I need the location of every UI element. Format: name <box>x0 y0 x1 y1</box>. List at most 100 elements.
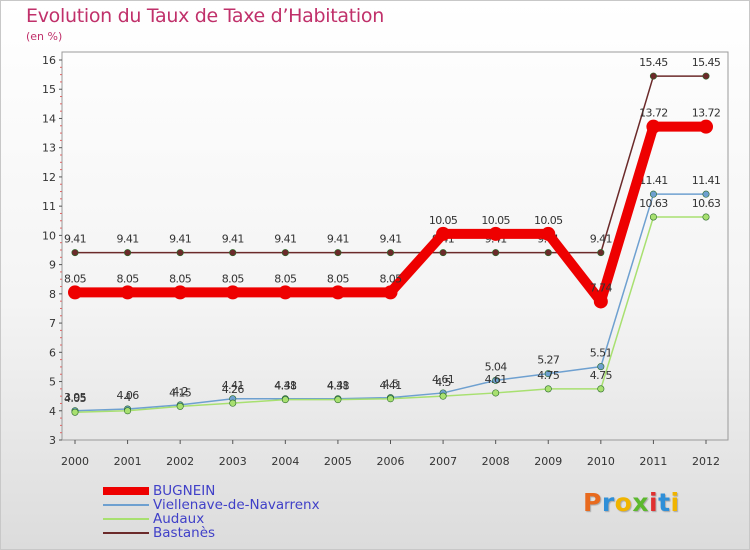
data-point <box>649 213 657 221</box>
data-label: 3.95 <box>64 391 87 404</box>
proxiti-logo: Proxiti <box>583 488 680 517</box>
legend-label: Viellenave-de-Navarrenx <box>153 497 320 513</box>
data-label: 10.05 <box>429 214 458 227</box>
data-point <box>541 226 556 241</box>
data-label: 9.41 <box>379 233 401 246</box>
data-point <box>492 389 500 397</box>
data-point <box>281 396 289 404</box>
data-label: 9.41 <box>327 233 349 246</box>
data-label: 4.75 <box>537 369 560 382</box>
data-label: 4.61 <box>432 373 454 386</box>
data-label: 4.5 <box>435 376 451 389</box>
x-tick-label: 2001 <box>114 455 142 468</box>
data-label: 9.41 <box>222 233 244 246</box>
data-label: 8.05 <box>64 272 87 285</box>
series-line <box>75 75 706 254</box>
data-point <box>492 249 500 257</box>
data-point <box>334 249 342 257</box>
data-point <box>278 285 293 300</box>
y-tick-label: 15 <box>42 83 56 96</box>
data-label: 8.05 <box>117 272 140 285</box>
legend-label: BUGNEIN <box>153 483 216 499</box>
data-label: 5.51 <box>590 347 612 360</box>
data-label: 9.41 <box>590 233 612 246</box>
data-point <box>71 249 79 257</box>
data-point <box>334 396 342 404</box>
data-label: 8.05 <box>327 272 350 285</box>
data-point <box>702 213 710 221</box>
data-label: 4.26 <box>222 383 245 396</box>
data-label: 5.27 <box>537 354 560 367</box>
data-label: 8.05 <box>222 272 245 285</box>
legend-swatch <box>103 518 149 520</box>
logo-letter: i <box>649 488 659 517</box>
data-label: 9.41 <box>274 233 296 246</box>
data-label: 4.2 <box>172 385 188 398</box>
x-tick-label: 2009 <box>534 455 562 468</box>
x-tick-label: 2011 <box>639 455 667 468</box>
data-label: 4.61 <box>485 373 507 386</box>
y-tick-label: 10 <box>42 229 56 242</box>
data-label: 11.41 <box>692 174 721 187</box>
data-label: 4.75 <box>590 369 613 382</box>
data-point <box>649 72 657 80</box>
data-point <box>124 407 132 415</box>
data-point <box>173 285 188 300</box>
data-label: 8.05 <box>169 272 192 285</box>
data-label: 9.41 <box>169 233 191 246</box>
data-point <box>120 285 135 300</box>
legend-swatch <box>103 532 149 534</box>
y-tick-label: 5 <box>49 376 56 389</box>
data-point <box>646 119 661 134</box>
data-point <box>439 249 447 257</box>
plot-area <box>61 51 729 441</box>
data-label: 4.41 <box>327 379 349 392</box>
logo-letter: P <box>583 488 602 517</box>
data-label: 4.41 <box>379 379 401 392</box>
y-tick-label: 11 <box>42 200 56 213</box>
data-point <box>597 363 605 371</box>
data-label: 11.41 <box>639 174 668 187</box>
x-tick-label: 2007 <box>429 455 457 468</box>
data-point <box>124 249 132 257</box>
data-point <box>593 294 608 309</box>
data-point <box>281 249 289 257</box>
x-tick-label: 2000 <box>61 455 89 468</box>
data-label: 5.04 <box>485 360 508 373</box>
data-point <box>439 392 447 400</box>
data-point <box>699 119 713 134</box>
legend-swatch <box>103 487 149 495</box>
data-point <box>68 285 82 300</box>
y-tick-label: 7 <box>49 317 56 330</box>
data-point <box>702 72 710 80</box>
y-tick-label: 3 <box>49 434 56 447</box>
data-point <box>597 385 605 393</box>
data-label: 8.05 <box>379 272 402 285</box>
data-label: 4.05 <box>64 392 87 405</box>
data-label: 10.05 <box>481 214 510 227</box>
data-label: 10.05 <box>534 214 563 227</box>
data-point <box>649 190 657 198</box>
data-label: 13.72 <box>692 107 721 120</box>
x-tick-label: 2003 <box>219 455 247 468</box>
x-tick-label: 2004 <box>271 455 299 468</box>
data-point <box>488 226 503 241</box>
x-tick-label: 2005 <box>324 455 352 468</box>
data-point <box>225 285 240 300</box>
logo-letter: x <box>632 488 649 517</box>
data-point <box>386 395 394 403</box>
data-label: 13.72 <box>639 107 668 120</box>
data-label: 4.15 <box>169 386 192 399</box>
x-tick-label: 2006 <box>377 455 405 468</box>
data-point <box>436 226 451 241</box>
y-tick-label: 16 <box>42 54 56 67</box>
legend-label: Audaux <box>153 511 205 527</box>
data-point <box>386 249 394 257</box>
data-point <box>71 408 79 416</box>
data-label: 4.38 <box>274 380 297 393</box>
data-label: 7.74 <box>590 281 613 294</box>
y-tick-label: 8 <box>49 288 56 301</box>
data-label: 4 <box>124 391 131 404</box>
y-unit-label: (en %) <box>26 30 63 43</box>
